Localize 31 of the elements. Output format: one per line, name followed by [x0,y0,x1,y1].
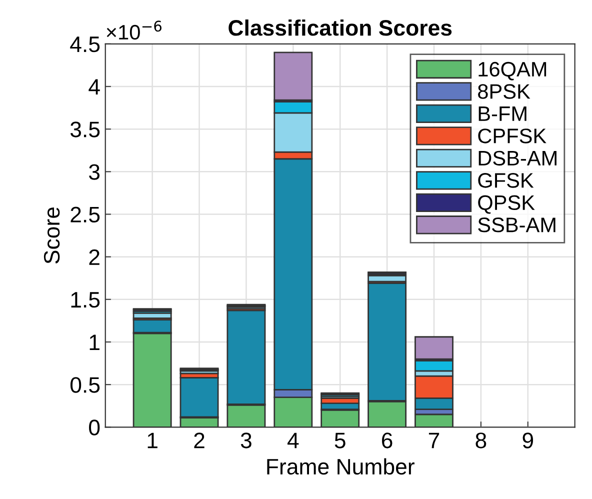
x-tick-label: 1 [148,432,158,448]
y-tick-label: 0 [89,420,100,436]
x-tick-label: 8 [476,432,486,448]
legend-label: CPFSK [478,128,546,144]
chart-title: Classification Scores [228,19,452,36]
y-tick-label: 3 [89,164,100,180]
legend-label: 8PSK [478,84,530,99]
y-axis-title: Score [44,207,60,264]
x-tick-label: 2 [194,432,204,448]
y-tick-label: 1.5 [71,292,100,308]
legend-label: B-FM [478,106,526,121]
y-tick-label: 1 [90,334,100,350]
legend-label: DSB-AM [478,150,556,166]
x-tick-label: 6 [382,432,392,448]
y-tick-label: 3.5 [70,122,100,138]
y-tick-label: 2 [89,249,100,265]
x-tick-label: 7 [428,432,440,448]
y-tick-label: 4 [88,79,100,95]
x-tick-label: 5 [334,432,346,448]
legend-label: SSB-AM [478,218,556,232]
x-tick-label: 9 [522,432,534,448]
y-tick-label: 0.5 [70,377,100,393]
x-tick-label: 3 [240,432,252,448]
x-tick-label: 4 [287,432,299,448]
x-axis-title: Frame Number [267,458,414,475]
y-tick-label: 2.5 [70,206,100,223]
legend-label: GFSK [478,173,534,188]
legend-label: QPSK [478,195,535,214]
legend-label: 16QAM [478,62,546,80]
y-tick-label: 4.5 [70,36,100,52]
text: ×10$^{−6}$ [106,20,162,40]
